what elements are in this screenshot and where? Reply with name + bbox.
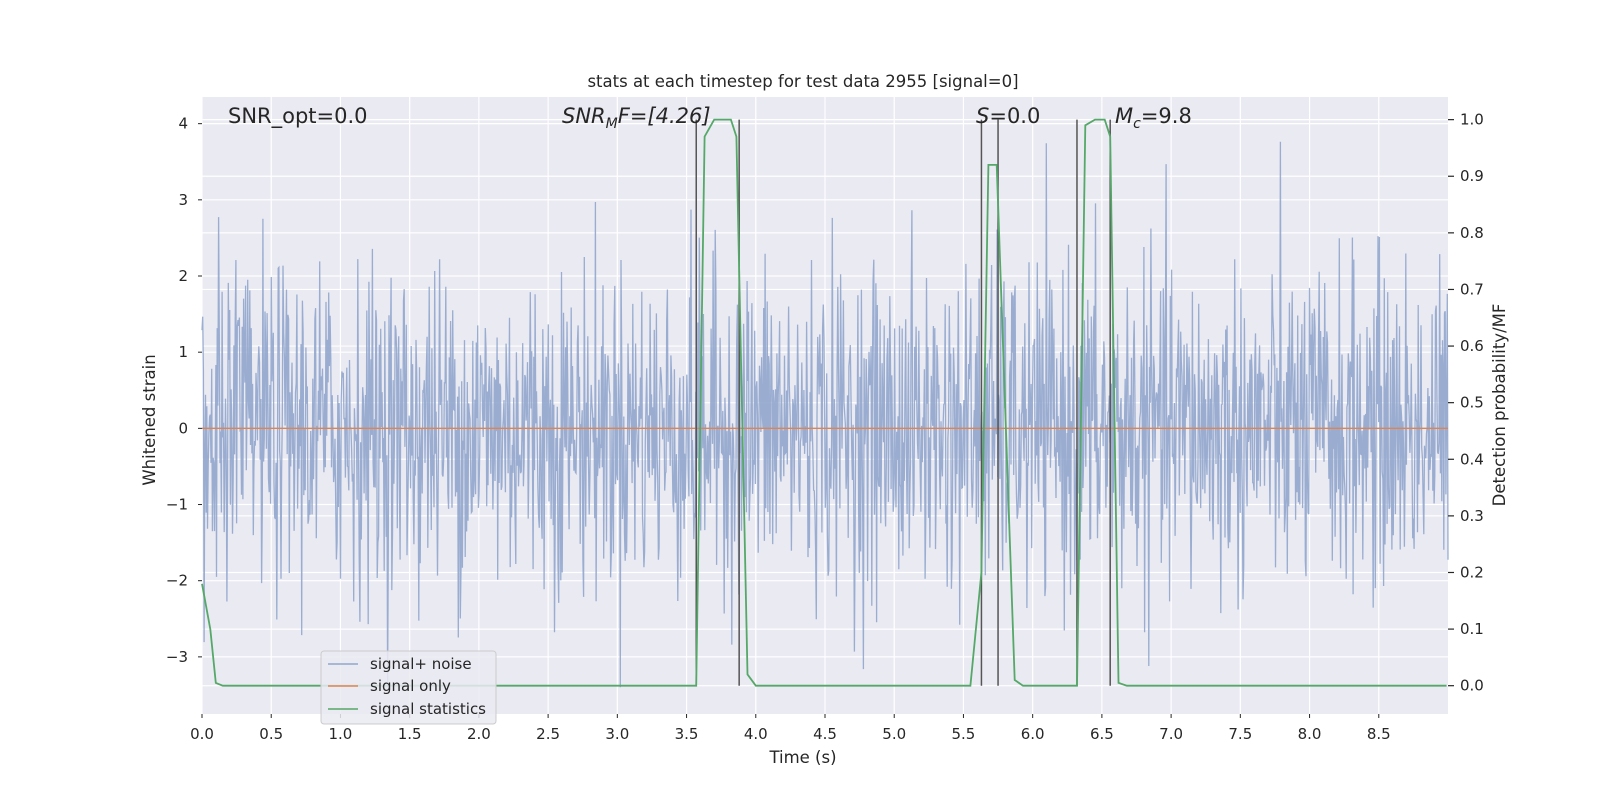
- y-tick-label: −3: [166, 648, 188, 666]
- annotation-mc: Mc=9.8: [1115, 104, 1192, 132]
- y-right-tick-label: 0.0: [1460, 677, 1484, 695]
- x-axis-ticks: 0.0 0.5 1.0 1.5 2.0 2.5 3.0 3.5 4.0 4.5 5.0 5.5 6.0 6…: [190, 714, 1391, 743]
- y-axis-label: Whitened strain: [140, 354, 159, 485]
- y-right-tick-label: 0.8: [1460, 224, 1484, 242]
- x-tick-label: 1.0: [329, 725, 353, 743]
- x-tick-label: 7.5: [1228, 725, 1252, 743]
- y-right-axis-label: Detection probability/MF: [1490, 304, 1509, 507]
- legend-label-noise: signal+ noise: [370, 655, 472, 673]
- y-tick-label: −1: [166, 496, 188, 514]
- annotation-s: S=0.0: [976, 104, 1040, 128]
- x-axis-label: Time (s): [768, 748, 836, 767]
- x-tick-label: 3.5: [675, 725, 699, 743]
- y-right-tick-label: 0.6: [1460, 337, 1484, 355]
- y-tick-label: 4: [178, 115, 188, 133]
- y-right-tick-label: 0.2: [1460, 563, 1484, 581]
- x-tick-label: 6.0: [1021, 725, 1045, 743]
- legend-label-stats: signal statistics: [370, 700, 486, 718]
- annotation-snr-mf-sub: M: [606, 116, 618, 132]
- annotation-s-rest: =0.0: [989, 104, 1040, 128]
- x-tick-label: 8.0: [1298, 725, 1322, 743]
- x-tick-label: 4.5: [813, 725, 837, 743]
- annotation-mc-rest: =9.8: [1141, 104, 1192, 128]
- y-right-tick-label: 0.4: [1460, 450, 1484, 468]
- noise-line: [201, 141, 1449, 688]
- y-tick-label: 2: [178, 267, 188, 285]
- annotation-s-main: S: [976, 104, 989, 128]
- y-tick-label: 3: [178, 191, 188, 209]
- y-tick-label: −2: [166, 572, 188, 590]
- x-tick-label: 0.5: [259, 725, 283, 743]
- x-tick-label: 2.5: [536, 725, 560, 743]
- signal-statistics-series: [201, 118, 1447, 687]
- y-right-tick-label: 0.5: [1460, 394, 1484, 412]
- annotation-snr-mf-main: SNR: [562, 104, 606, 128]
- y-axis-ticks: 4 3 2 1 0 −1 −2 −3: [166, 115, 202, 666]
- x-tick-label: 5.5: [952, 725, 976, 743]
- annotation-snr-mf-rest: F=[4.26]: [618, 104, 711, 128]
- y-tick-label: 0: [178, 419, 188, 437]
- x-tick-label: 0.0: [190, 725, 214, 743]
- annotation-mc-main: M: [1115, 104, 1133, 128]
- x-tick-label: 4.0: [744, 725, 768, 743]
- y-tick-label: 1: [178, 343, 188, 361]
- y-right-tick-label: 0.7: [1460, 280, 1484, 298]
- annotation-mc-sub: c: [1133, 116, 1141, 132]
- annotation-snr-mf: SNRMF=[4.26]: [562, 104, 711, 132]
- annotation-snr-opt: SNR_opt=0.0: [228, 104, 368, 129]
- x-tick-label: 7.0: [1159, 725, 1183, 743]
- x-tick-label: 5.0: [882, 725, 906, 743]
- x-tick-label: 2.0: [467, 725, 491, 743]
- legend: signal+ noise signal only signal statist…: [320, 650, 497, 725]
- y-right-tick-label: 1.0: [1460, 111, 1484, 129]
- legend-box: [320, 650, 497, 725]
- y-right-tick-label: 0.9: [1460, 167, 1484, 185]
- legend-label-signal: signal only: [370, 677, 451, 695]
- y-right-tick-label: 0.1: [1460, 620, 1484, 638]
- y-right-tick-label: 0.3: [1460, 507, 1484, 525]
- y-right-axis-ticks: 1.0 0.9 0.8 0.7 0.6 0.5 0.4 0.3 0.2 0.1 0.0: [1448, 111, 1484, 695]
- x-tick-label: 3.0: [605, 725, 629, 743]
- x-tick-label: 6.5: [1090, 725, 1114, 743]
- x-tick-label: 8.5: [1367, 725, 1391, 743]
- noise-series: [201, 141, 1449, 688]
- chart-title: stats at each timestep for test data 295…: [587, 72, 1018, 91]
- x-tick-label: 1.5: [398, 725, 422, 743]
- signal-statistics-line: [201, 118, 1447, 687]
